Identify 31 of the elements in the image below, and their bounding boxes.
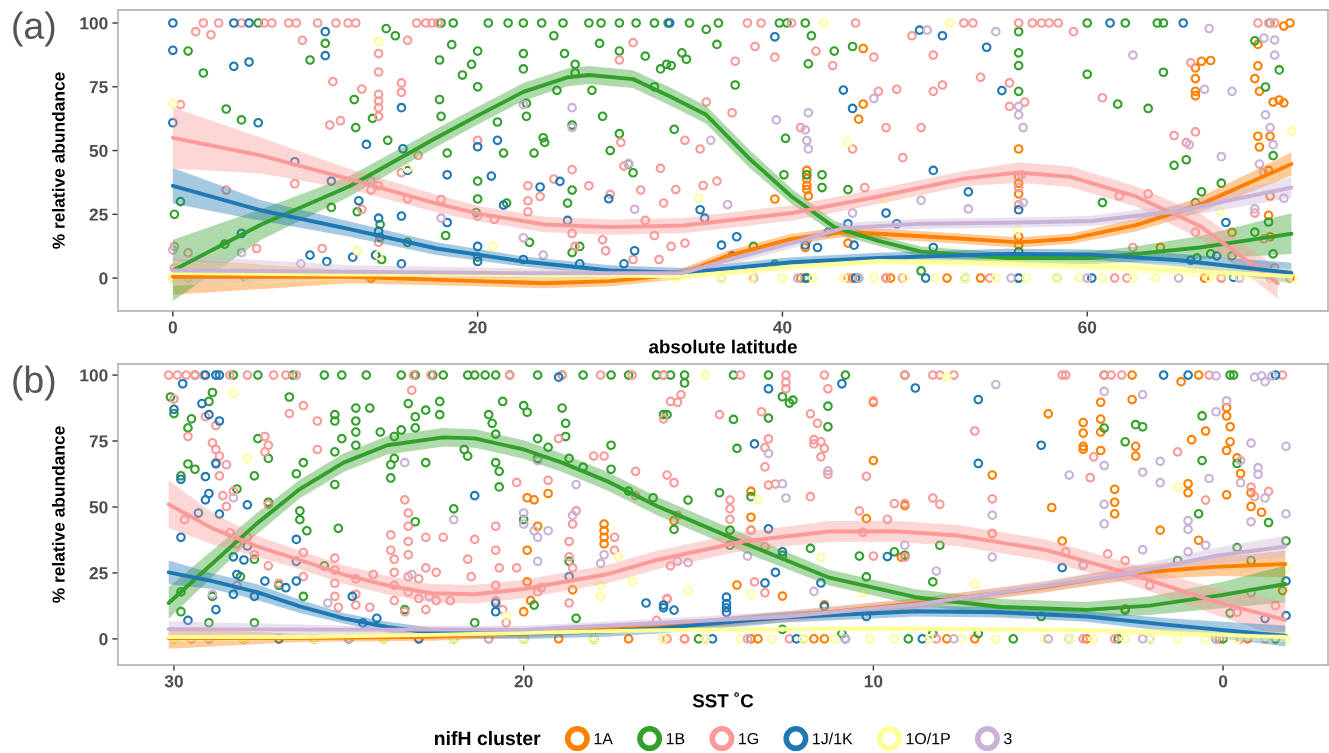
x-tick-label: 30 bbox=[164, 675, 183, 688]
x-tick-label: 60 bbox=[1078, 321, 1097, 334]
y-tick-label: 0 bbox=[99, 633, 108, 646]
y-tick-label: 100 bbox=[80, 369, 108, 382]
legend-label: 1G bbox=[739, 732, 758, 745]
text: (b) bbox=[13, 365, 55, 401]
y-tick-label: 50 bbox=[89, 501, 108, 514]
legend-label: 1J/1K bbox=[813, 732, 853, 745]
x-tick-label: 10 bbox=[864, 675, 883, 688]
legend-label: 1O/1P bbox=[906, 732, 950, 745]
legend-label: 1B bbox=[666, 733, 685, 745]
y-axis-title: % relative abundance bbox=[52, 426, 65, 603]
y-tick-label: 75 bbox=[89, 81, 108, 94]
legend-label: 1A bbox=[594, 733, 613, 745]
y-tick-label: 100 bbox=[80, 17, 108, 30]
legend-title: nifH cluster bbox=[434, 730, 541, 746]
y-tick-label: 50 bbox=[89, 144, 108, 158]
y-tick-label: 75 bbox=[89, 435, 108, 448]
x-tick-label: 0 bbox=[168, 321, 177, 334]
text: (a) bbox=[13, 11, 55, 47]
x-tick-label: 20 bbox=[468, 321, 487, 334]
x-tick-label: 0 bbox=[1218, 675, 1228, 688]
y-tick-label: 25 bbox=[89, 208, 108, 221]
legend-label: 3 bbox=[1004, 732, 1012, 745]
x-tick-label: 20 bbox=[514, 675, 533, 688]
x-tick-label: 40 bbox=[773, 321, 792, 334]
x-axis-title: SST ˚C bbox=[692, 692, 754, 708]
y-axis-title: % relative abundance bbox=[52, 72, 65, 249]
y-tick-label: 25 bbox=[89, 567, 108, 580]
y-tick-label: 0 bbox=[99, 272, 108, 285]
x-axis-title: absolute latitude bbox=[649, 339, 797, 354]
